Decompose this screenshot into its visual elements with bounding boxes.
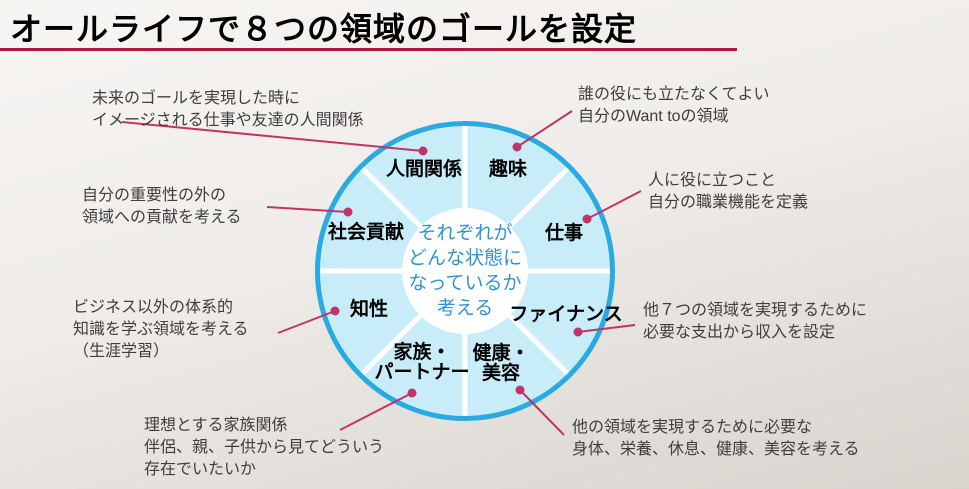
- wheel-center-circle: それぞれが どんな状態に なっているか 考える: [402, 208, 528, 334]
- connector-line-hobby: [516, 110, 573, 148]
- center-text-line: どんな状態に: [407, 248, 522, 269]
- center-text-line: 考える: [436, 298, 494, 319]
- annotation-finance: 他７つの領域を実現するために 必要な支出から収入を設定: [643, 302, 868, 341]
- connector-dot-health-beauty: [515, 385, 525, 395]
- connector-line-social-contribution: [266, 206, 349, 213]
- connector-dot-finance: [573, 327, 583, 337]
- connector-dot-intellect: [330, 306, 340, 316]
- segment-label-health-beauty: 健康・ 美容: [472, 343, 530, 384]
- connector-line-family-partner: [339, 392, 413, 431]
- connector-dot-social-contribution: [343, 207, 353, 217]
- segment-label-family-partner: 家族・ パートナー: [374, 342, 470, 383]
- segment-label-finance: ファイナンス: [509, 304, 623, 325]
- center-text-line: それぞれが: [417, 223, 513, 244]
- segment-label-social-contribution: 社会貢献: [327, 222, 405, 243]
- segment-label-hobby: 趣味: [488, 159, 528, 180]
- annotation-hobby: 誰の役にも立たなくてよい 自分のWant toの領域: [578, 86, 770, 125]
- connector-dot-relationships: [418, 146, 428, 156]
- connector-line-relationships: [121, 121, 424, 152]
- segment-label-relationships: 人間関係: [385, 159, 463, 180]
- annotation-family-partner: 理想とする家族関係 伴侶、親、子供から見てどういう 存在でいたいか: [144, 417, 385, 478]
- page-title: オールライフで８つの領域のゴールを設定: [10, 11, 638, 47]
- annotation-relationships: 未来のゴールを実現した時に イメージされる仕事や友達の人間関係: [92, 90, 364, 129]
- segment-label-work: 仕事: [544, 223, 584, 244]
- center-text-line: なっているか: [408, 273, 522, 294]
- title-underline: [0, 48, 737, 51]
- connector-line-work: [586, 190, 642, 220]
- connector-line-intellect: [277, 310, 336, 334]
- connector-line-finance: [577, 324, 636, 333]
- annotation-social-contribution: 自分の重要性の外の 領域への貢献を考える: [82, 187, 242, 226]
- segment-label-intellect: 知性: [349, 299, 389, 320]
- life-wheel-circle: それぞれが どんな状態に なっているか 考える: [315, 121, 615, 421]
- connector-line-health-beauty: [519, 389, 565, 436]
- connector-dot-hobby: [512, 142, 522, 152]
- annotation-work: 人に役に立つこと 自分の職業機能を定義: [648, 172, 809, 211]
- annotation-health-beauty: 他の領域を実現するために必要な 身体、栄養、休息、健康、美容を考える: [572, 419, 860, 458]
- connector-dot-work: [582, 214, 592, 224]
- annotation-intellect: ビジネス以外の体系的 知識を学ぶ領域を考える （生涯学習）: [73, 299, 249, 360]
- connector-dot-family-partner: [407, 388, 417, 398]
